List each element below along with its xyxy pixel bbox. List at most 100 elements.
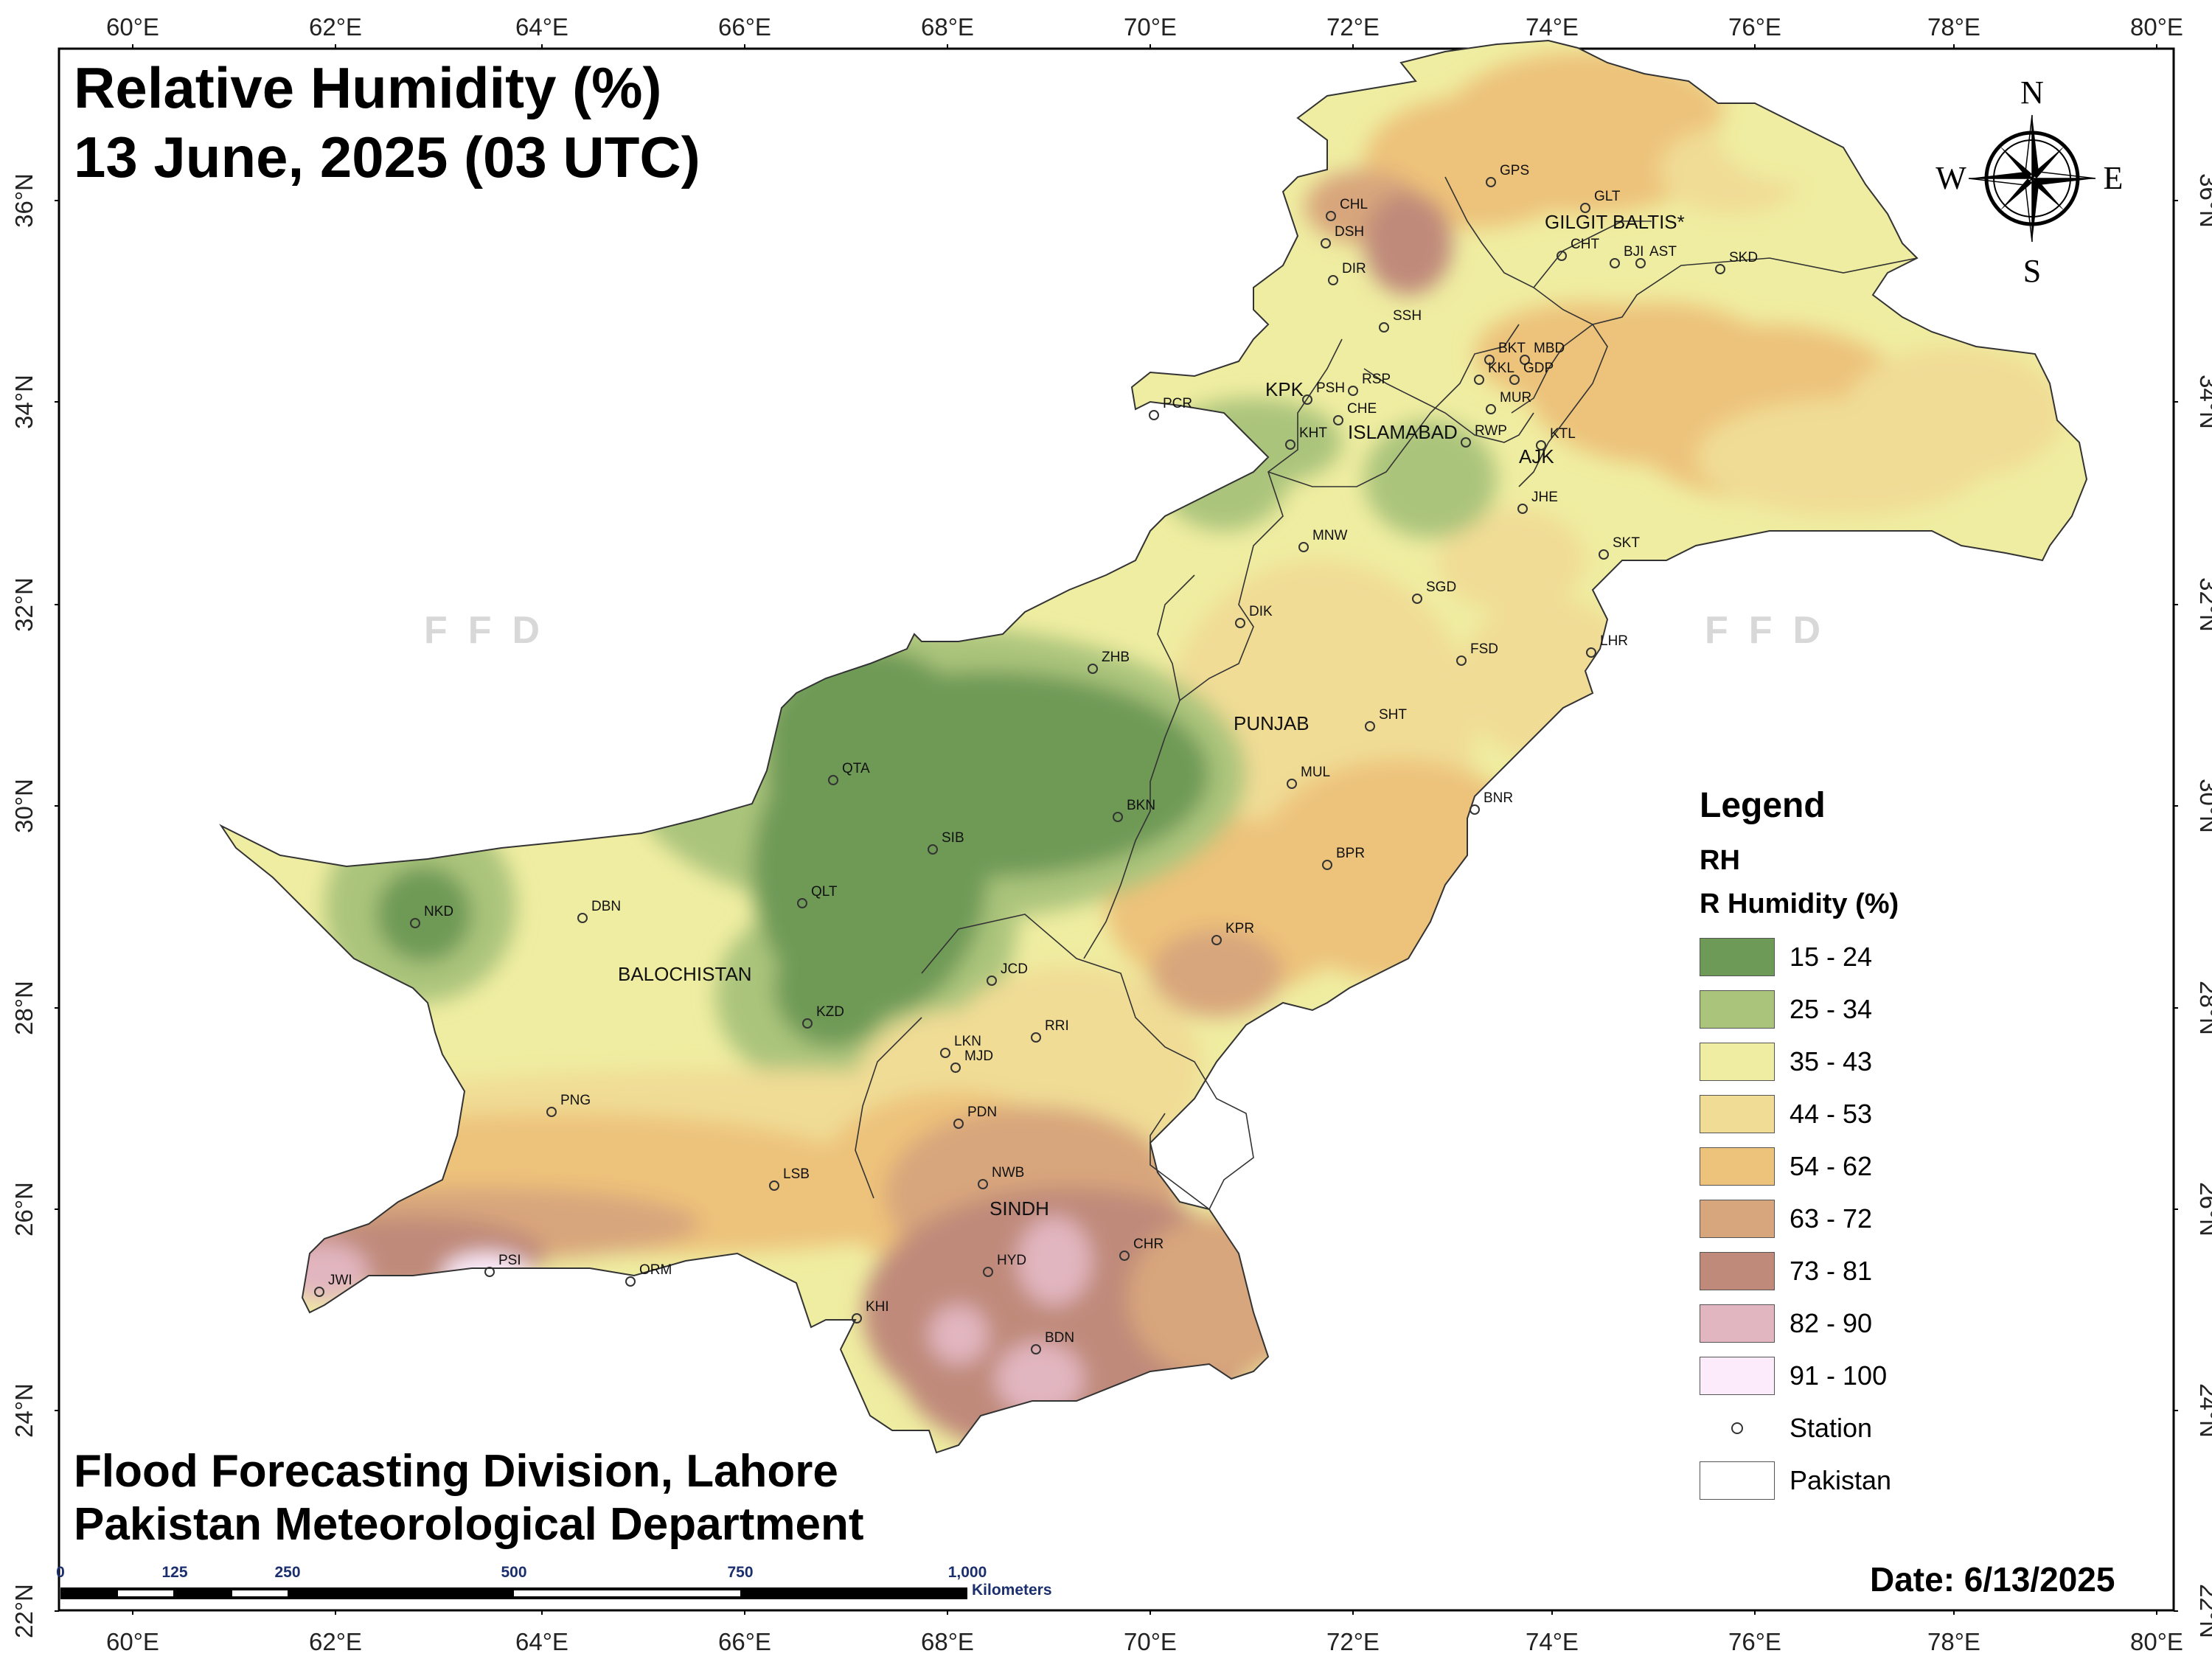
station-dbn-marker [577, 913, 588, 923]
lon-tick-label-bottom: 80°E [2130, 1628, 2183, 1655]
lon-tick-label-top: 76°E [1728, 13, 1781, 41]
station-hyd-label: HYD [997, 1253, 1026, 1268]
station-mbd-marker [1520, 355, 1530, 365]
station-fsd-label: FSD [1470, 641, 1498, 657]
lon-tick-label-bottom: 66°E [718, 1628, 771, 1655]
lon-tick-label-bottom: 60°E [106, 1628, 159, 1655]
lat-tick-label-left: 32°N [10, 577, 38, 632]
station-ssh-label: SSH [1393, 308, 1422, 324]
legend-class-label: 82 - 90 [1790, 1307, 1873, 1338]
scale-tick-250: 250 [274, 1564, 300, 1581]
station-kpr-label: KPR [1225, 921, 1254, 936]
station-bdn-label: BDN [1045, 1330, 1074, 1346]
station-lsb-marker [769, 1180, 779, 1191]
lat-tick-label-right: 36°N [2195, 173, 2212, 228]
map-title: Relative Humidity (%) 13 June, 2025 (03 … [74, 53, 700, 192]
legend-swatch [1700, 1042, 1775, 1081]
region-label: GILGIT BALTIS* [1545, 211, 1685, 233]
station-skt-marker [1599, 549, 1609, 560]
station-qlt-marker [797, 898, 807, 908]
legend-class-row: 44 - 53 [1700, 1088, 1899, 1140]
station-mjd-marker [950, 1062, 961, 1073]
legend-class-label: 73 - 81 [1790, 1255, 1873, 1286]
station-mnw-marker [1298, 542, 1309, 552]
lon-tick-label-top: 66°E [718, 13, 771, 41]
legend-swatch [1700, 1251, 1775, 1290]
legend-pakistan-label: Pakistan [1790, 1464, 1892, 1495]
pakistan-boundary [219, 39, 2088, 1454]
compass-w-label: W [1935, 160, 1966, 196]
station-lhr-marker [1586, 647, 1596, 658]
station-chl-label: CHL [1340, 197, 1368, 212]
lon-tick-label-top: 78°E [1927, 13, 1980, 41]
station-chl-marker [1326, 211, 1336, 221]
station-jcd-label: JCD [1001, 961, 1028, 977]
legend-class-row: 54 - 62 [1700, 1140, 1899, 1192]
station-mur-label: MUR [1500, 390, 1531, 406]
legend-classes: 15 - 24 25 - 34 35 - 43 44 - 53 54 - 62 63 - … [1700, 931, 1899, 1402]
legend-class-row: 25 - 34 [1700, 983, 1899, 1035]
station-bkt-marker [1484, 355, 1495, 365]
islamabad-boundary [1363, 368, 1534, 443]
station-dik-label: DIK [1249, 604, 1273, 619]
station-glt-label: GLT [1594, 189, 1621, 204]
lat-tick-label-right: 26°N [2195, 1182, 2212, 1237]
legend-class-label: 63 - 72 [1790, 1203, 1873, 1234]
kpk-punjab-boundary [1267, 324, 1520, 487]
station-ast-label: AST [1649, 244, 1677, 260]
lon-tick-label-top: 62°E [309, 13, 362, 41]
station-orm-marker [625, 1276, 636, 1287]
gilgit-inner-boundary [1533, 220, 1652, 288]
station-pdn-marker [953, 1119, 964, 1129]
station-khi-label: KHI [866, 1299, 889, 1315]
scale-bar: 0 125 250 500 750 1,000 Kilometers [56, 1564, 1052, 1599]
station-jcd-marker [987, 975, 997, 986]
station-psh-marker [1302, 394, 1312, 405]
legend-layer: RH [1700, 845, 1740, 876]
station-khi-marker [852, 1313, 862, 1324]
legend-class-row: 63 - 72 [1700, 1192, 1899, 1245]
station-pcr-marker [1149, 410, 1159, 420]
station-kkl-marker [1474, 375, 1484, 385]
station-kpr-marker [1211, 935, 1222, 945]
ajk-boundary [1511, 323, 1608, 487]
region-label: SINDH [990, 1197, 1049, 1220]
lat-tick-label-left: 36°N [10, 173, 38, 228]
lon-tick-label-top: 80°E [2130, 13, 2183, 41]
sindh-boundary [921, 914, 1254, 1211]
station-sgd-marker [1412, 594, 1422, 604]
lat-tick-label-right: 28°N [2195, 981, 2212, 1035]
legend-swatch [1700, 990, 1775, 1029]
legend-swatch [1700, 1094, 1775, 1133]
station-ktl-label: KTL [1550, 426, 1576, 442]
station-png-marker [546, 1107, 557, 1117]
station-rsp-label: RSP [1362, 372, 1391, 387]
punjab-west-boundary [1083, 574, 1195, 959]
legend-swatch [1700, 1356, 1775, 1395]
station-skt-label: SKT [1613, 535, 1640, 551]
scale-unit: Kilometers [972, 1582, 1052, 1599]
station-bji-marker [1610, 258, 1620, 268]
pakistan-swatch [1700, 1461, 1775, 1500]
station-fsd-marker [1456, 655, 1467, 666]
legend-class-row: 91 - 100 [1700, 1349, 1899, 1402]
lon-tick-label-top: 72°E [1326, 13, 1380, 41]
legend-class-label: 35 - 43 [1790, 1046, 1873, 1077]
station-psh-label: PSH [1316, 380, 1345, 396]
province-boundaries [855, 176, 1918, 1211]
date-label: Date: 6/13/2025 [1870, 1560, 2115, 1599]
lat-tick-label-left: 30°N [10, 779, 38, 833]
legend-heading: Legend [1700, 786, 1826, 825]
station-mbd-label: MBD [1534, 341, 1565, 356]
station-sgd-label: SGD [1426, 580, 1456, 595]
legend-swatch [1700, 937, 1775, 976]
lat-tick-label-right: 34°N [2195, 375, 2212, 429]
lon-tick-label-top: 68°E [921, 13, 974, 41]
station-glt-marker [1580, 203, 1590, 213]
station-symbol-icon [1700, 1409, 1775, 1447]
lat-tick-label-right: 24°N [2195, 1383, 2212, 1438]
legend-class-row: 82 - 90 [1700, 1297, 1899, 1349]
graticule-ticks: 60°E 60°E 62°E 62°E 64°E 64°E 66°E 66°E 68°E 68°E… [10, 13, 2212, 1655]
station-dsh-label: DSH [1335, 224, 1364, 240]
